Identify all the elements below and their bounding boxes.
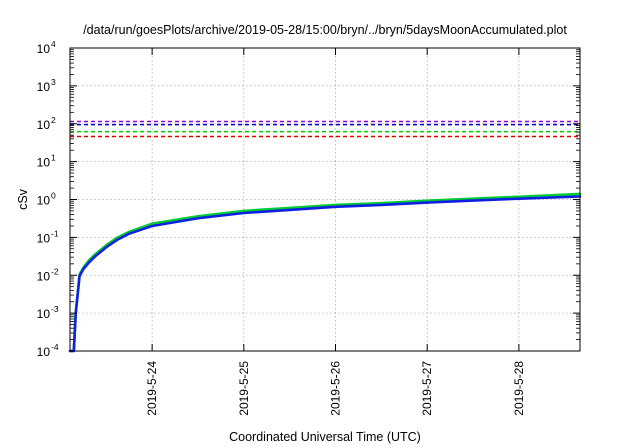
y-tick-label: 10: [37, 42, 51, 56]
y-axis-label: cSv: [16, 188, 30, 210]
y-tick-label: 10: [37, 156, 51, 170]
y-tick-label-exponent: 4: [51, 39, 56, 49]
x-tick-label: 2019-5-27: [420, 361, 434, 416]
y-tick-label: 10: [37, 80, 51, 94]
x-axis: 2019-5-24 2019-5-25 2019-5-26 2019-5-27 2019…: [145, 48, 526, 416]
chart-title: /data/run/goesPlots/archive/2019-05-28/1…: [83, 23, 567, 37]
y-tick-label-exponent: 3: [51, 77, 56, 87]
y-tick-label: 10: [37, 231, 51, 245]
y-tick-label: 10: [37, 269, 51, 283]
y-tick-label: 10: [37, 345, 51, 359]
x-tick-label: 2019-5-28: [512, 361, 526, 416]
y-tick-label-exponent: -2: [51, 266, 59, 276]
x-tick-label: 2019-5-24: [145, 361, 159, 416]
y-tick-label-exponent: 1: [51, 153, 56, 163]
threshold-lines: [70, 120, 580, 138]
y-tick-label: 10: [37, 194, 51, 208]
y-tick-label-exponent: 0: [51, 191, 56, 201]
y-tick-label-exponent: -4: [51, 342, 59, 352]
y-tick-label-exponent: -1: [51, 228, 59, 238]
x-tick-label: 2019-5-25: [237, 361, 251, 416]
series-line: [68, 192, 582, 353]
y-tick-label: 10: [37, 307, 51, 321]
series-lines: [68, 192, 582, 353]
series-line: [68, 195, 582, 353]
y-tick-label-exponent: 2: [51, 115, 56, 125]
x-tick-label: 2019-5-26: [329, 361, 343, 416]
y-tick-label: 10: [37, 118, 51, 132]
y-tick-label-exponent: -3: [51, 304, 59, 314]
x-axis-label: Coordinated Universal Time (UTC): [229, 430, 421, 444]
